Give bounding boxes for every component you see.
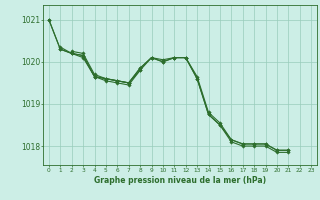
X-axis label: Graphe pression niveau de la mer (hPa): Graphe pression niveau de la mer (hPa) — [94, 176, 266, 185]
